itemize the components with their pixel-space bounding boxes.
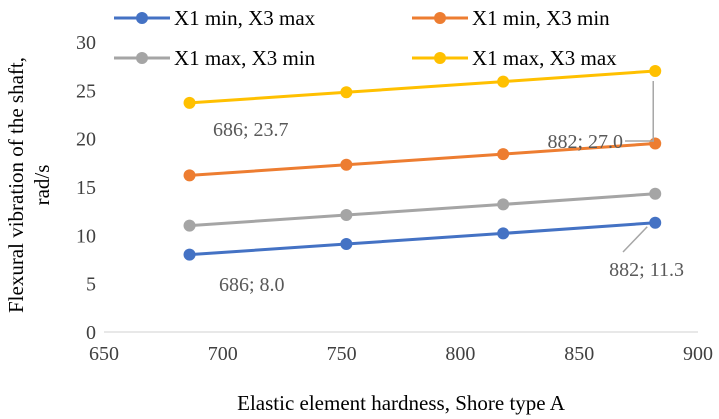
data-point — [183, 248, 196, 261]
y-tick-label: 0 — [86, 322, 96, 344]
data-point — [340, 86, 353, 99]
data-label-leader — [622, 226, 648, 253]
legend-swatch-marker — [136, 52, 148, 64]
data-point — [649, 137, 662, 150]
data-point — [183, 96, 196, 109]
legend-item: X1 min, X3 min — [412, 6, 610, 30]
x-tick-label: 650 — [89, 343, 119, 365]
legend-swatch-marker — [136, 12, 148, 24]
series-4 — [183, 65, 662, 109]
data-point — [649, 65, 662, 77]
series-2 — [183, 137, 662, 182]
series-layer — [183, 65, 662, 261]
y-tick-label: 15 — [76, 177, 96, 199]
series-1 — [183, 216, 662, 261]
legend-swatch-marker — [434, 52, 446, 64]
legend-label: X1 max, X3 max — [472, 46, 617, 70]
legend-label: X1 min, X3 min — [472, 6, 610, 30]
x-tick-label: 900 — [683, 343, 713, 365]
data-label: 882; 11.3 — [609, 259, 684, 281]
x-tick-label: 750 — [327, 343, 357, 365]
data-point — [497, 198, 510, 211]
x-tick-label: 800 — [445, 343, 475, 365]
data-label: 686; 8.0 — [219, 274, 285, 296]
y-tick-label: 30 — [76, 32, 96, 54]
axes: 650 700 750 800 850 900 0 5 10 15 20 25 30 — [76, 32, 713, 365]
y-axis-title-line2: rad/s — [30, 165, 54, 206]
legend-label: X1 max, X3 min — [174, 46, 316, 70]
legend-label: X1 min, X3 max — [174, 6, 316, 30]
legend-item: X1 min, X3 max — [114, 6, 316, 30]
data-point — [649, 187, 662, 200]
annotations: 686; 23.7 882; 27.0 686; 8.0 882; 11.3 — [213, 81, 684, 296]
data-point — [497, 75, 510, 88]
data-point — [497, 227, 510, 240]
x-tick-label: 850 — [564, 343, 594, 365]
y-tick-label: 10 — [76, 225, 96, 247]
legend-item: X1 max, X3 max — [412, 46, 617, 70]
data-point — [340, 209, 353, 222]
data-point — [340, 238, 353, 251]
data-point — [340, 158, 353, 171]
y-tick-label: 25 — [76, 80, 96, 102]
series-line — [189, 69, 656, 105]
data-point — [497, 148, 510, 161]
data-point — [649, 216, 662, 229]
y-axis-title-line1: Flexural vibration of the shaft, — [4, 57, 28, 313]
x-axis-title: Elastic element hardness, Shore type A — [237, 391, 566, 415]
legend-item: X1 max, X3 min — [114, 46, 316, 70]
data-label-leader — [625, 81, 654, 142]
x-tick-label: 700 — [208, 343, 238, 365]
series-line — [189, 142, 656, 177]
data-label: 882; 27.0 — [547, 131, 623, 153]
y-tick-label: 20 — [76, 129, 96, 151]
y-tick-label: 5 — [86, 274, 96, 296]
legend-swatch-marker — [434, 12, 446, 24]
series-line — [189, 221, 656, 257]
series-3 — [183, 187, 662, 232]
series-line — [189, 192, 656, 228]
data-point — [183, 169, 196, 182]
legend: X1 min, X3 max X1 min, X3 min X1 max, X3 m… — [114, 6, 617, 70]
data-label: 686; 23.7 — [213, 119, 289, 141]
data-point — [183, 219, 196, 232]
